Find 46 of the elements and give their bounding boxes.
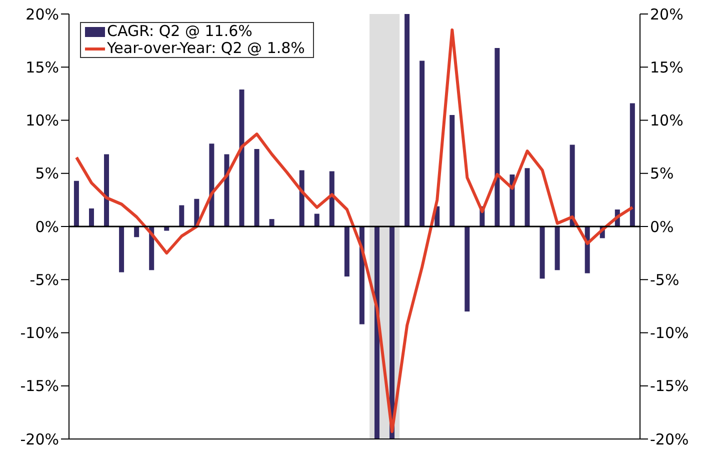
- legend-label: CAGR: Q2 @ 11.6%: [107, 22, 252, 40]
- y2-tick-label: -5%: [650, 270, 680, 289]
- bar: [390, 226, 395, 439]
- bar: [299, 170, 304, 226]
- bar: [209, 144, 214, 226]
- y-tick-label: 10%: [26, 112, 59, 130]
- bar: [450, 114, 455, 226]
- bar: [329, 171, 334, 226]
- y2-tick-label: 5%: [650, 164, 674, 183]
- y-tick-label: 5%: [35, 164, 59, 183]
- legend-label: Year-over-Year: Q2 @ 1.8%: [107, 39, 305, 57]
- bar: [74, 180, 79, 226]
- y2-tick-label: -20%: [650, 430, 689, 448]
- bar: [88, 208, 94, 226]
- y-tick-label: 0%: [35, 218, 59, 236]
- bar: [224, 154, 230, 226]
- bar: [254, 148, 260, 226]
- bar: [239, 89, 244, 226]
- bar: [494, 48, 500, 226]
- bar: [404, 14, 410, 226]
- y2-tick-label: 15%: [650, 58, 684, 76]
- y2-tick-label: 10%: [650, 112, 684, 130]
- bar: [269, 219, 274, 226]
- y2-tick-label: -15%: [650, 377, 689, 396]
- bar: [374, 226, 380, 439]
- y-tick-label: 15%: [26, 58, 59, 76]
- y2-tick-label: 0%: [650, 218, 674, 236]
- y-tick-label: -15%: [20, 377, 59, 396]
- bar: [630, 103, 635, 226]
- y-tick-label: -10%: [20, 324, 59, 342]
- bar: [344, 226, 350, 276]
- bar: [554, 226, 560, 270]
- y2-tick-label: 20%: [650, 5, 684, 24]
- y-tick-label: 20%: [26, 5, 59, 24]
- bar: [179, 205, 184, 226]
- bar: [540, 226, 545, 279]
- bar: [570, 144, 575, 226]
- bar: [524, 168, 530, 226]
- bar: [119, 226, 124, 272]
- y2-tick-label: -10%: [650, 324, 689, 342]
- y-tick-label: -5%: [30, 270, 59, 289]
- bar: [420, 60, 425, 226]
- bar: [314, 214, 320, 226]
- bar: [464, 226, 470, 312]
- y-tick-label: -20%: [20, 430, 59, 448]
- bar: [104, 154, 110, 226]
